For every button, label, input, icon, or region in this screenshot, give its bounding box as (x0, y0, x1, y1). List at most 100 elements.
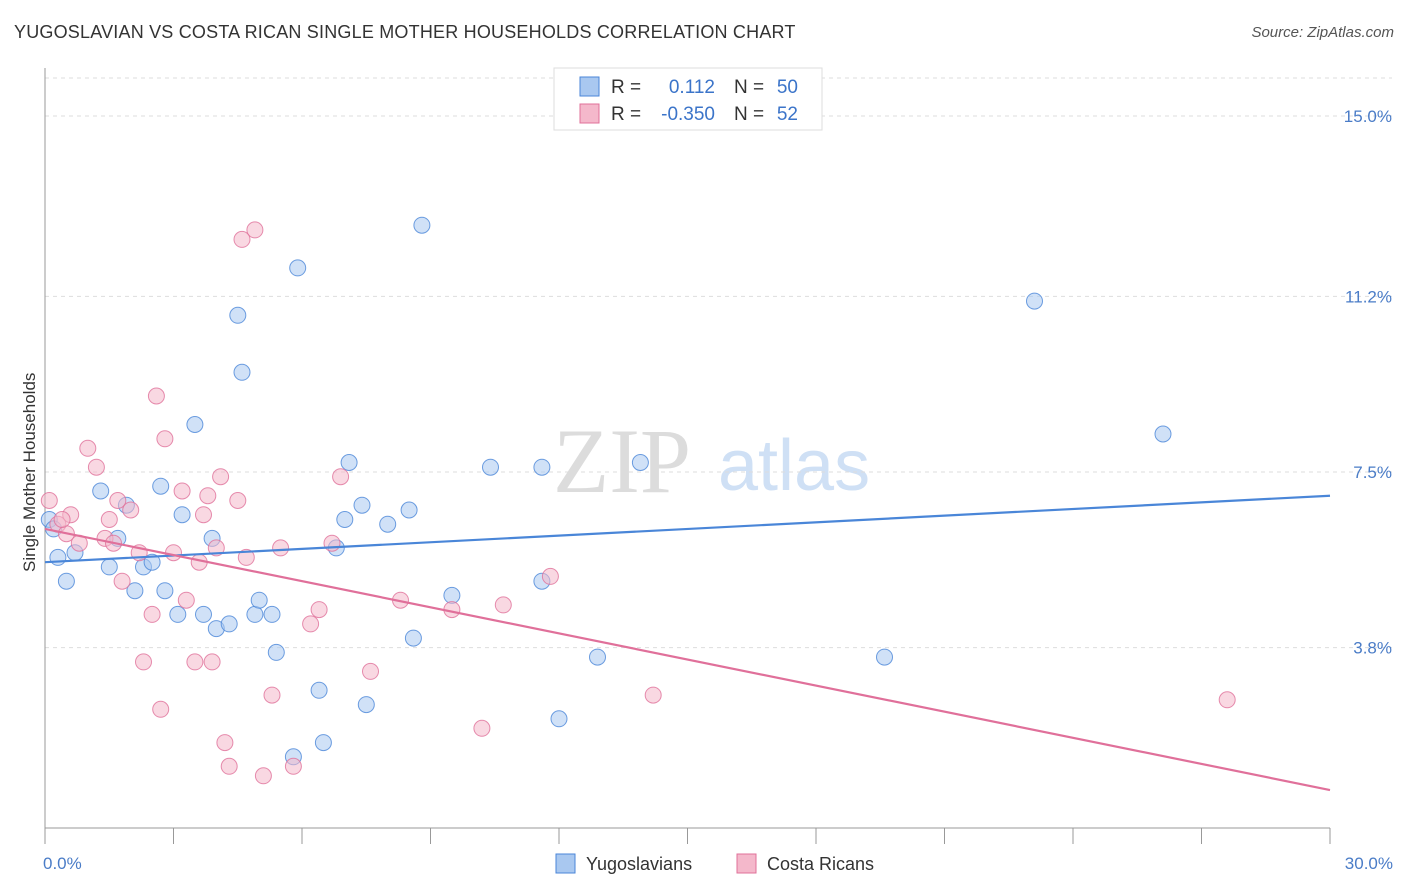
costa-rican-point (272, 539, 290, 557)
yugoslavian-point (49, 548, 67, 566)
x-tick-label: 0.0% (43, 854, 82, 873)
costa-rican-point (143, 605, 161, 623)
legend-r-label-1: R = (611, 77, 641, 98)
yugoslavian-point (533, 458, 551, 476)
costa-rican-trend-line (44, 527, 1331, 792)
y-tick-label: 7.5% (1353, 463, 1392, 482)
costa-rican-point (152, 700, 170, 718)
costa-rican-point (237, 548, 255, 566)
legend-n-label-2: N = (734, 104, 764, 125)
costa-rican-point (40, 492, 58, 509)
legend-swatch-costa-ricans (579, 103, 600, 124)
costa-rican-point (156, 430, 174, 448)
yugoslavian-point (250, 591, 268, 609)
series-legend: Yugoslavians Costa Ricans (555, 853, 874, 874)
costa-rican-point (246, 221, 264, 239)
costa-rican-point (100, 511, 118, 528)
bottom-legend-swatch-costa-ricans (736, 853, 757, 874)
trend-lines (44, 494, 1331, 792)
y-tick-label: 3.8% (1353, 639, 1392, 658)
correlation-legend: R = 0.112 N = 50 R = -0.350 N = 52 (553, 67, 823, 131)
yugoslavian-point (413, 216, 431, 234)
legend-r-value-2: -0.350 (661, 104, 715, 125)
costa-rican-point (473, 719, 491, 737)
yugoslavian-point (336, 511, 354, 528)
costa-rican-point (284, 757, 302, 775)
costa-rican-point (541, 567, 559, 585)
yugoslavian-point (550, 710, 568, 728)
costa-rican-point (229, 492, 247, 509)
costa-rican-point (362, 662, 379, 680)
watermark-atlas: atlas (718, 426, 870, 506)
yugoslavian-point (92, 482, 110, 500)
yugoslavian-point (233, 363, 251, 381)
yugoslavian-point (357, 696, 375, 714)
costa-rican-point (302, 615, 320, 633)
costa-rican-point (109, 492, 127, 509)
yugoslavian-point (340, 454, 358, 471)
legend-n-value-1: 50 (777, 77, 798, 98)
yugoslavian-point (404, 629, 422, 647)
yugoslavian-point (156, 582, 174, 600)
costa-rican-point (147, 387, 165, 405)
chart-title: YUGOSLAVIAN VS COSTA RICAN SINGLE MOTHER… (14, 22, 796, 42)
yugoslavian-point (400, 501, 418, 519)
data-points (40, 216, 1236, 785)
costa-rican-point (332, 468, 350, 486)
x-tick-label: 30.0% (1345, 854, 1393, 873)
costa-rican-point (212, 468, 230, 486)
yugoslavian-point (289, 259, 307, 277)
bottom-legend-label-costa-ricans: Costa Ricans (767, 854, 874, 874)
axes (44, 68, 1331, 844)
costa-rican-point (173, 482, 191, 500)
chart-source: Source: ZipAtlas.com (1251, 24, 1394, 41)
yugoslavian-point (229, 306, 247, 324)
costa-rican-point (79, 439, 97, 457)
yugoslavian-point (195, 605, 212, 623)
yugoslavian-point (631, 454, 649, 471)
legend-swatch-yugoslavians (579, 76, 600, 97)
costa-rican-point (220, 757, 238, 775)
yugoslavian-point (314, 734, 332, 752)
costa-rican-point (186, 653, 204, 671)
costa-rican-point (135, 653, 152, 671)
costa-rican-point (53, 511, 71, 528)
yugoslavian-point (310, 681, 328, 699)
yugoslavian-trend-line (44, 494, 1331, 564)
costa-rican-point (254, 767, 272, 785)
yugoslavian-point (589, 648, 606, 666)
yugoslavian-point (379, 515, 397, 533)
legend-r-value-1: 0.112 (669, 77, 715, 98)
costa-rican-point (263, 686, 281, 704)
yugoslavian-point (246, 605, 264, 623)
costa-rican-point (494, 596, 512, 614)
costa-rican-point (199, 487, 217, 505)
costa-rican-point (207, 539, 225, 557)
bottom-legend-label-yugoslavians: Yugoslavians (586, 854, 692, 874)
watermark-zip: ZIP (553, 410, 691, 512)
yugoslavian-point (267, 643, 285, 661)
y-tick-label: 11.2% (1345, 287, 1392, 306)
yugoslavian-point (263, 605, 281, 623)
yugoslavian-point (443, 586, 461, 604)
costa-rican-point (203, 653, 221, 671)
yugoslavian-point (143, 553, 161, 571)
costa-rican-point (165, 544, 182, 562)
yugoslavian-point (353, 496, 371, 514)
yugoslavian-point (57, 572, 75, 590)
yugoslavian-point (482, 458, 499, 476)
costa-rican-point (323, 534, 341, 552)
costa-rican-point (87, 458, 105, 476)
yugoslavian-point (186, 416, 204, 433)
x-tick-labels: 0.0% 30.0% (43, 854, 1393, 873)
costa-rican-point (644, 686, 662, 704)
costa-rican-point (216, 734, 234, 752)
costa-rican-point (1218, 691, 1236, 709)
yugoslavian-point (100, 558, 118, 576)
costa-rican-point (122, 501, 140, 519)
yugoslavian-point (1026, 292, 1043, 310)
legend-n-label-1: N = (734, 77, 764, 98)
yugoslavian-point (152, 477, 170, 495)
costa-rican-point (113, 572, 131, 590)
